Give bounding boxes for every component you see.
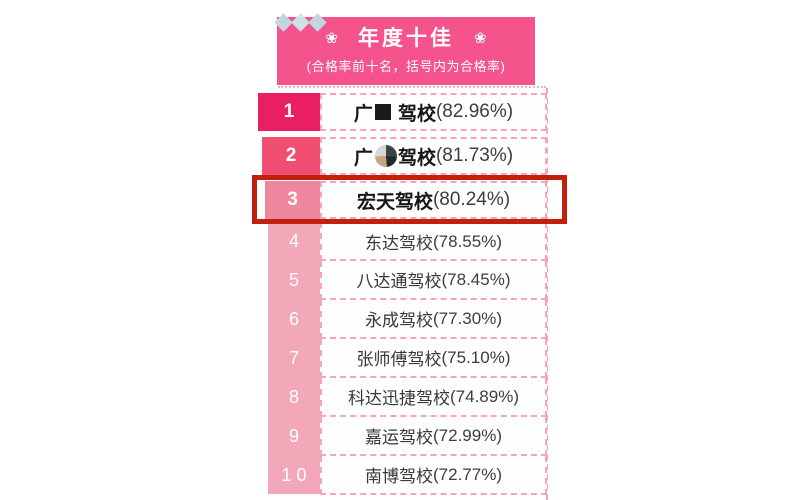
- ranking-row-3: 3 宏天驾校 (80.24%): [0, 181, 800, 219]
- row-body: 广 驾校 (82.96%): [320, 93, 547, 131]
- school-name: 八达通驾校: [356, 272, 442, 291]
- rank-badge: 9: [288, 426, 299, 446]
- ranking-row-6: 6 永成驾校 (77.30%): [0, 300, 800, 339]
- school-name: 东达驾校: [365, 234, 433, 253]
- school-name: 张师傅驾校: [356, 350, 442, 369]
- dotted-underline: [278, 86, 546, 88]
- row-body: 南博驾校 (72.77%): [320, 456, 547, 495]
- pass-rate: (81.73%): [435, 145, 514, 166]
- rank-badge: 4: [288, 231, 299, 251]
- row-body: 嘉运驾校 (72.99%): [320, 417, 547, 456]
- rank-badge: 1 0: [281, 465, 307, 485]
- pass-rate: (77.30%): [433, 308, 502, 328]
- ranking-row-5: 5 八达通驾校 (78.45%): [0, 261, 800, 300]
- pass-rate: (78.45%): [441, 269, 511, 289]
- row-body: 广 驾校 (81.73%): [320, 137, 547, 175]
- row-body: 科达迅捷驾校 (74.89%): [320, 378, 547, 417]
- ranking-row-2: 2 广 驾校 (81.73%): [0, 137, 800, 175]
- ranking-row-7: 7 张师傅驾校 (75.10%): [0, 339, 800, 378]
- rank-badge: 1: [258, 93, 320, 131]
- school-name-prefix: 广: [353, 103, 373, 125]
- ranking-row-4: 4 东达驾校 (78.55%): [0, 222, 800, 261]
- school-name: 科达迅捷驾校: [348, 389, 450, 408]
- rank-badge: 2: [262, 137, 320, 175]
- ranking-row-9: 9 嘉运驾校 (72.99%): [0, 417, 800, 456]
- rank-badge: 8: [288, 387, 299, 407]
- school-name: 南博驾校: [365, 467, 433, 486]
- school-name-suffix: 驾校: [397, 147, 436, 169]
- ranking-row-10: 1 0 南博驾校 (72.77%): [0, 456, 800, 495]
- ranking-header: ❀ 年度十佳 ❀ (合格率前十名，括号内为合格率): [277, 17, 535, 85]
- row-body: 东达驾校 (78.55%): [320, 222, 547, 261]
- ranking-row-8: 8 科达迅捷驾校 (74.89%): [0, 378, 800, 417]
- flower-icon: ❀: [474, 30, 487, 48]
- ranking-subtitle: (合格率前十名，括号内为合格率): [306, 59, 506, 75]
- ranking-title-row: ❀ 年度十佳 ❀: [277, 27, 535, 50]
- pass-rate: (74.89%): [450, 386, 519, 406]
- redaction-circle: [374, 145, 397, 167]
- rank-strip: [268, 222, 320, 494]
- redaction-square: [374, 104, 391, 120]
- rank-badge: 6: [288, 309, 299, 329]
- rank-badge: 3: [265, 181, 320, 219]
- row-body: 永成驾校 (77.30%): [320, 300, 547, 339]
- school-name-suffix: 驾校: [397, 103, 436, 125]
- pass-rate: (82.96%): [435, 101, 514, 122]
- pass-rate: (72.77%): [433, 464, 502, 484]
- row-body: 张师傅驾校 (75.10%): [320, 339, 547, 378]
- dashed-vertical-line: [546, 88, 548, 500]
- school-name: 永成驾校: [365, 311, 433, 330]
- pass-rate: (72.99%): [433, 425, 502, 445]
- ranking-row-1: 1 广 驾校 (82.96%): [0, 93, 800, 131]
- pass-rate: (78.55%): [433, 231, 502, 251]
- school-name-prefix: 广: [353, 147, 373, 169]
- rank-badge: 5: [288, 270, 299, 290]
- school-name: 嘉运驾校: [365, 428, 433, 447]
- row-body: 宏天驾校 (80.24%): [320, 181, 547, 219]
- pass-rate: (80.24%): [432, 189, 511, 210]
- flower-icon: ❀: [325, 30, 338, 48]
- row-body: 八达通驾校 (78.45%): [320, 261, 547, 300]
- ranking-title: 年度十佳: [358, 27, 454, 50]
- pass-rate: (75.10%): [441, 347, 511, 367]
- school-name: 宏天驾校: [356, 191, 433, 213]
- rank-badge: 7: [288, 348, 299, 368]
